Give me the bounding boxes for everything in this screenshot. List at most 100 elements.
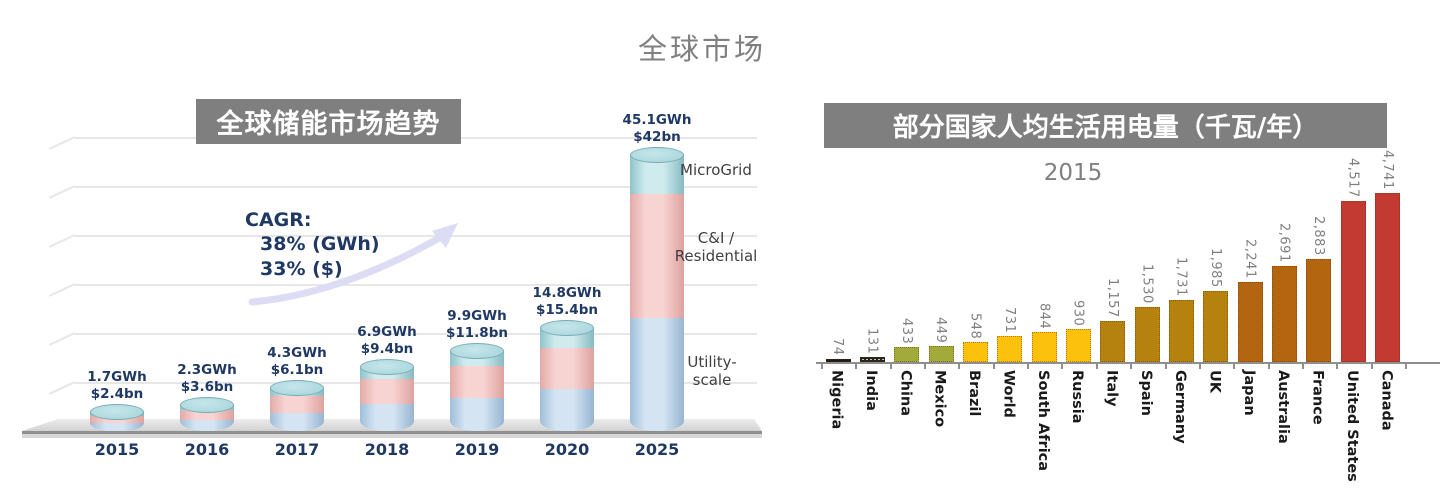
cagr-annotation: CAGR: 38% (GWh) 33% ($) [245, 208, 380, 281]
gridline [75, 382, 757, 384]
bar-value-usd: $3.6bn [180, 379, 234, 396]
year-label-2025: 2025 [634, 440, 680, 459]
cagr-heading: CAGR: [245, 209, 312, 231]
axis-tick [1370, 362, 1373, 369]
segment-utility-scale [540, 388, 594, 431]
category-label-france: France [1309, 370, 1326, 425]
bar-value-2016: 2.3GWh $3.6bn [142, 362, 272, 397]
category-label-uk: UK [1206, 370, 1223, 394]
gridline [75, 186, 757, 188]
gridline [75, 235, 757, 237]
bar-value-2015: 1.7GWh $2.4bn [52, 369, 182, 404]
segment-utility-scale [270, 412, 324, 431]
axis-tick [1095, 362, 1098, 369]
bar-value-spain: 1,530 [1139, 264, 1155, 304]
axis-tick [924, 362, 927, 369]
cylinder-top-face [270, 380, 324, 396]
left-chart-title: 全球储能市场趋势 [196, 99, 461, 144]
axis-tick [1267, 362, 1270, 369]
gridline-tick [48, 234, 76, 248]
axis-tick [1130, 362, 1133, 369]
bar-value-gwh: 14.8GWh [532, 284, 602, 301]
right-chart-year-subtitle: 2015 [1043, 160, 1103, 186]
bar-value-australia: 2,691 [1276, 223, 1292, 263]
bar-value-china: 433 [898, 317, 914, 344]
axis-tick [889, 362, 892, 369]
bar-nigeria [825, 359, 851, 362]
bar-value-uk: 1,985 [1208, 248, 1224, 288]
bar-value-france: 2,883 [1311, 216, 1327, 256]
year-label-2016: 2016 [184, 440, 230, 459]
cagr-line-usd: 33% ($) [260, 257, 343, 280]
bar-value-nigeria: 74 [830, 338, 846, 356]
year-label-2020: 2020 [544, 440, 590, 459]
electricity-consumption-chart: 部分国家人均生活用电量（千瓦/年） 2015 74 Nigeria 131 India… [800, 90, 1440, 498]
category-label-world: World [1000, 370, 1017, 418]
segment-cai-residential [450, 366, 504, 399]
cylinder-2016 [180, 397, 234, 431]
bar-value-2020: 14.8GWh $15.4bn [502, 285, 632, 320]
axis-tick [855, 362, 858, 369]
gridline-tick [48, 332, 76, 346]
axis-tick [1404, 362, 1407, 369]
cylinder-2019 [450, 343, 504, 431]
bar-italy [1100, 321, 1126, 362]
bar-value-gwh: 4.3GWh [267, 344, 327, 361]
bar-value-germany: 1,731 [1173, 257, 1189, 297]
bar-value-united-states: 4,517 [1345, 158, 1361, 198]
category-label-china: China [897, 370, 914, 417]
page-title: 全球市场 [637, 32, 766, 66]
axis-tick [1164, 362, 1167, 369]
category-label-germany: Germany [1172, 370, 1189, 444]
cylinder-2015 [90, 404, 144, 431]
gridline-tick [48, 185, 76, 199]
segment-label-utility-scale: Utility- scale [687, 353, 737, 389]
bar-value-usd: $15.4bn [536, 302, 598, 319]
cylinder-2017 [270, 380, 324, 431]
bar-mexico [928, 346, 954, 362]
bar-value-gwh: 6.9GWh [357, 323, 417, 340]
bar-value-gwh: 1.7GWh [87, 368, 147, 385]
cylinder-2020 [540, 320, 594, 431]
cylinder-top-face [360, 359, 414, 375]
cylinder-top-face [630, 147, 684, 163]
category-label-canada: Canada [1378, 370, 1395, 431]
bar-japan [1237, 282, 1263, 362]
segment-label-cai-residential: C&I / Residential [674, 229, 758, 265]
storage-market-chart: 全球储能市场趋势 1.7GWh $2.4bn 2015 2.3GWh $3.6bn 201… [22, 90, 762, 490]
bar-value-gwh: 9.9GWh [447, 307, 507, 324]
cylinder-top-face [540, 320, 594, 336]
chart-floor-edge-front [22, 434, 762, 438]
bar-india [859, 357, 885, 362]
x-axis-line [816, 362, 1440, 364]
bar-france [1306, 259, 1332, 362]
bar-value-usd: $42bn [633, 129, 681, 146]
axis-tick [821, 362, 823, 369]
bar-value-brazil: 548 [967, 312, 983, 339]
chart-floor-edge [22, 431, 762, 434]
bar-value-2018: 6.9GWh $9.4bn [322, 324, 452, 359]
bar-value-2017: 4.3GWh $6.1bn [232, 345, 362, 380]
segment-utility-scale [450, 398, 504, 431]
bar-canada [1375, 193, 1401, 362]
bar-value-india: 131 [864, 327, 880, 354]
category-label-south-africa: South Africa [1034, 370, 1051, 472]
gridline [75, 284, 757, 286]
category-label-mexico: Mexico [931, 370, 948, 428]
gridline-tick [48, 283, 76, 297]
axis-tick [1027, 362, 1030, 369]
segment-label-microgrid: MicroGrid [680, 161, 752, 179]
category-label-japan: Japan [1240, 370, 1257, 416]
bar-spain [1134, 307, 1160, 362]
year-label-2019: 2019 [454, 440, 500, 459]
bar-south-africa [1031, 332, 1057, 362]
axis-tick [1233, 362, 1236, 369]
bar-value-russia: 930 [1070, 299, 1086, 326]
cylinder-2025 [630, 147, 684, 431]
category-label-india: India [863, 370, 880, 411]
bar-value-usd: $6.1bn [270, 362, 324, 379]
bar-value-2025: 45.1GWh $42bn [592, 112, 722, 147]
segment-cai-residential [630, 193, 684, 318]
bar-uk [1203, 291, 1229, 362]
bar-china [894, 347, 920, 362]
